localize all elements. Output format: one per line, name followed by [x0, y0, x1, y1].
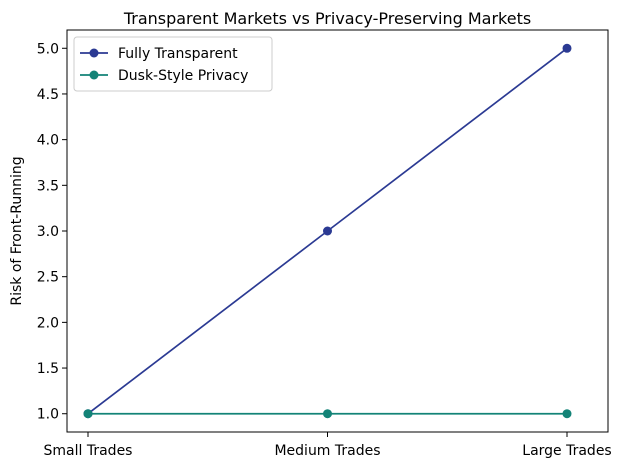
y-tick-label: 3.0: [37, 224, 59, 240]
y-tick-label: 3.5: [37, 178, 59, 194]
x-tick-label: Large Trades: [522, 443, 611, 459]
legend-items: Fully Transparent Dusk-Style Privacy: [80, 46, 248, 84]
data-point: [562, 409, 572, 419]
y-axis: 1.0 1.5 2.0 2.5 3.0 3.5 4.0 4.5 5.0: [37, 41, 67, 423]
legend-box: [73, 36, 273, 92]
legend-label: Dusk-Style Privacy: [118, 68, 248, 84]
y-tick-label: 1.0: [37, 407, 59, 423]
legend-item: Dusk-Style Privacy: [80, 68, 248, 84]
y-tick-label: 2.0: [37, 315, 59, 331]
y-tick-label: 4.5: [37, 87, 59, 103]
chart-title: Transparent Markets vs Privacy-Preservin…: [123, 9, 531, 28]
data-point: [83, 409, 93, 419]
legend-marker: [89, 48, 99, 58]
data-point: [323, 226, 332, 236]
y-tick-label: 2.5: [37, 270, 59, 286]
y-tick-label: 5.0: [37, 41, 59, 57]
x-tick-label: Small Trades: [44, 443, 133, 459]
data-point: [323, 409, 332, 419]
x-tick-label: Medium Trades: [274, 443, 380, 459]
legend-marker: [89, 70, 99, 80]
legend-label: Fully Transparent: [118, 46, 238, 62]
x-axis: Small Trades Medium Trades Large Trades: [44, 432, 612, 459]
legend-item: Fully Transparent: [80, 46, 238, 62]
data-point: [562, 43, 572, 53]
series-layer: [83, 43, 572, 419]
plot-area: [66, 29, 609, 433]
y-axis-label: Risk of Front-Running: [9, 156, 25, 305]
legend: Fully Transparent Dusk-Style Privacy: [73, 36, 273, 92]
series-1: [83, 409, 572, 419]
y-tick-label: 4.0: [37, 133, 59, 149]
y-tick-label: 1.5: [37, 361, 59, 377]
